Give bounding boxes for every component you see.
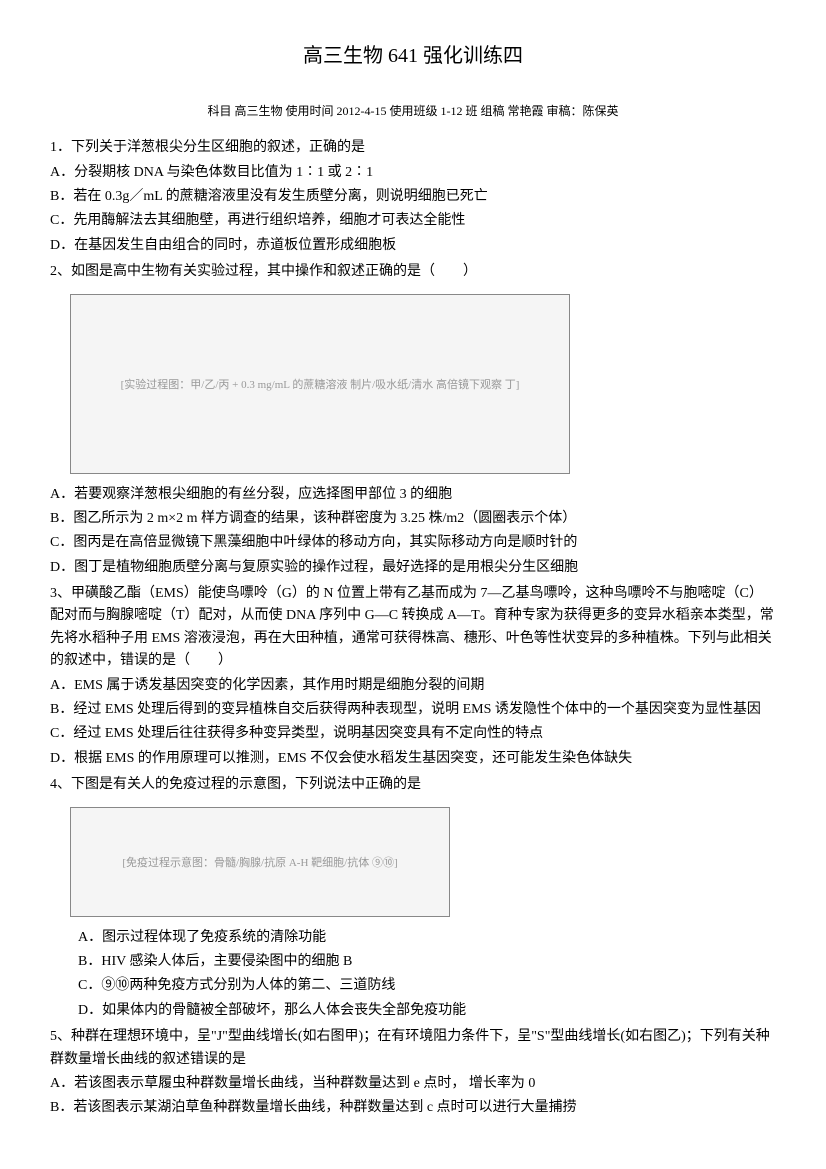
q2-option-b: B．图乙所示为 2 m×2 m 样方调查的结果，该种群密度为 3.25 株/m2… (50, 508, 776, 530)
q4-diagram: [免疫过程示意图：骨髓/胸腺/抗原 A-H 靶细胞/抗体 ⑨⑩] (70, 807, 450, 917)
q4-option-a: A．图示过程体现了免疫系统的清除功能 (50, 927, 776, 949)
q1-text: 1．下列关于洋葱根尖分生区细胞的叙述，正确的是 (50, 137, 776, 159)
q3-option-c: C．经过 EMS 处理后往往获得多种变异类型，说明基因突变具有不定向性的特点 (50, 723, 776, 745)
page-title: 高三生物 641 强化训练四 (50, 40, 776, 72)
sub-header: 科目 高三生物 使用时间 2012-4-15 使用班级 1-12 班 组稿 常艳… (50, 102, 776, 121)
q2-option-d: D．图丁是植物细胞质壁分离与复原实验的操作过程，最好选择的是用根尖分生区细胞 (50, 557, 776, 579)
question-2: 2、如图是高中生物有关实验过程，其中操作和叙述正确的是（ ） [实验过程图：甲/… (50, 261, 776, 579)
q5-text: 5、种群在理想环境中，呈"J"型曲线增长(如右图甲)；在有环境阻力条件下，呈"S… (50, 1026, 776, 1071)
question-3: 3、甲磺酸乙酯（EMS）能使鸟嘌呤（G）的 N 位置上带有乙基而成为 7—乙基鸟… (50, 583, 776, 770)
q2-option-c: C．图丙是在高倍显微镜下黑藻细胞中叶绿体的移动方向，其实际移动方向是顺时针的 (50, 532, 776, 554)
q2-text: 2、如图是高中生物有关实验过程，其中操作和叙述正确的是（ ） (50, 261, 776, 283)
q1-option-c: C．先用酶解法去其细胞壁，再进行组织培养，细胞才可表达全能性 (50, 210, 776, 232)
q1-option-d: D．在基因发生自由组合的同时，赤道板位置形成细胞板 (50, 235, 776, 257)
q3-option-d: D．根据 EMS 的作用原理可以推测，EMS 不仅会使水稻发生基因突变，还可能发… (50, 748, 776, 770)
q5-option-a: A．若该图表示草履虫种群数量增长曲线，当种群数量达到 e 点时， 增长率为 0 (50, 1073, 776, 1095)
q4-diagram-container: [免疫过程示意图：骨髓/胸腺/抗原 A-H 靶细胞/抗体 ⑨⑩] (50, 807, 776, 917)
q4-option-d: D．如果体内的骨髓被全部破坏，那么人体会丧失全部免疫功能 (50, 1000, 776, 1022)
q4-option-c: C．⑨⑩两种免疫方式分别为人体的第二、三道防线 (50, 975, 776, 997)
question-1: 1．下列关于洋葱根尖分生区细胞的叙述，正确的是 A．分裂期核 DNA 与染色体数… (50, 137, 776, 257)
q5-option-b: B．若该图表示某湖泊草鱼种群数量增长曲线，种群数量达到 c 点时可以进行大量捕捞 (50, 1097, 776, 1119)
q4-option-b: B．HIV 感染人体后，主要侵染图中的细胞 B (50, 951, 776, 973)
q1-option-b: B．若在 0.3g／mL 的蔗糖溶液里没有发生质壁分离，则说明细胞已死亡 (50, 186, 776, 208)
q2-option-a: A．若要观察洋葱根尖细胞的有丝分裂，应选择图甲部位 3 的细胞 (50, 484, 776, 506)
q2-diagram: [实验过程图：甲/乙/丙 + 0.3 mg/mL 的蔗糖溶液 制片/吸水纸/清水… (70, 294, 570, 474)
q1-option-a: A．分裂期核 DNA 与染色体数目比值为 1∶1 或 2∶1 (50, 162, 776, 184)
question-4: 4、下图是有关人的免疫过程的示意图，下列说法中正确的是 [免疫过程示意图：骨髓/… (50, 774, 776, 1022)
q3-text: 3、甲磺酸乙酯（EMS）能使鸟嘌呤（G）的 N 位置上带有乙基而成为 7—乙基鸟… (50, 583, 776, 673)
q3-option-b: B．经过 EMS 处理后得到的变异植株自交后获得两种表现型，说明 EMS 诱发隐… (50, 699, 776, 721)
q3-option-a: A．EMS 属于诱发基因突变的化学因素，其作用时期是细胞分裂的间期 (50, 675, 776, 697)
question-5: 5、种群在理想环境中，呈"J"型曲线增长(如右图甲)；在有环境阻力条件下，呈"S… (50, 1026, 776, 1120)
q4-text: 4、下图是有关人的免疫过程的示意图，下列说法中正确的是 (50, 774, 776, 796)
q2-diagram-container: [实验过程图：甲/乙/丙 + 0.3 mg/mL 的蔗糖溶液 制片/吸水纸/清水… (50, 294, 776, 474)
